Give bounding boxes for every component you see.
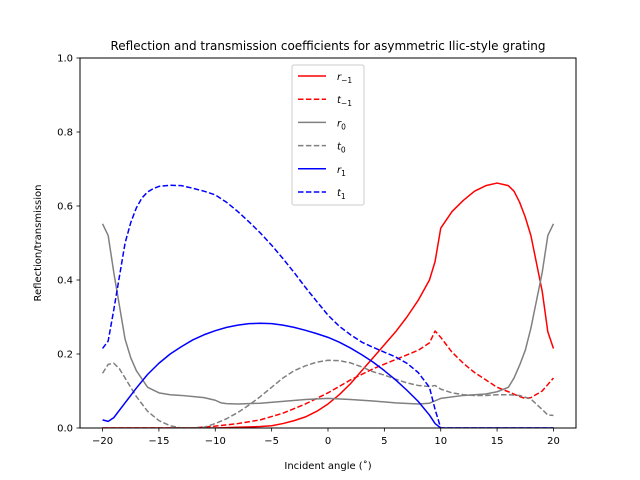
legend-label-main: t [337, 142, 342, 153]
y-tick-label: 0.4 [57, 276, 73, 287]
series-line-4 [102, 322, 554, 428]
y-axis: 0.0 0.2 0.4 0.6 0.8 1.0 [57, 54, 80, 435]
legend-label-3: t0 [337, 142, 346, 155]
y-tick-label: 0.8 [57, 128, 73, 139]
series-line-0 [102, 182, 555, 428]
legend-label-sub: 0 [341, 146, 346, 155]
y-tick-label: 1.0 [57, 54, 73, 65]
x-tick-label: −10 [205, 436, 226, 447]
y-tick-label: 0.2 [57, 350, 73, 361]
legend-label-main: t [337, 188, 342, 199]
chart-title: Reflection and transmission coefficients… [110, 39, 545, 53]
x-tick-label: 15 [491, 436, 504, 447]
series-line-3 [101, 359, 554, 428]
legend-label-sub: 1 [341, 169, 346, 178]
legend-label-0: r−1 [337, 72, 352, 85]
legend-label-main: r [337, 118, 342, 129]
series-layer [101, 182, 555, 428]
series-line-1 [102, 330, 555, 428]
x-tick-label: −15 [148, 436, 169, 447]
x-tick-label: 0 [325, 436, 331, 447]
legend-label-main: r [337, 72, 342, 83]
legend-label-4: r1 [337, 165, 346, 178]
series-line-2 [101, 223, 555, 405]
legend-label-sub: 0 [341, 122, 346, 131]
legend-frame [291, 64, 365, 206]
x-tick-label: 10 [434, 436, 447, 447]
legend-label-sub: −1 [341, 99, 352, 108]
x-tick-label: 20 [547, 436, 560, 447]
legend-label-1: t−1 [337, 95, 352, 108]
x-tick-label: −5 [264, 436, 279, 447]
legend-label-2: r0 [337, 118, 346, 131]
x-tick-label: 5 [381, 436, 387, 447]
legend-label-sub: 1 [341, 192, 346, 201]
legend-label-sub: −1 [341, 76, 352, 85]
legend-label-main: r [337, 165, 342, 176]
y-tick-label: 0.6 [57, 202, 73, 213]
legend-label-main: t [337, 95, 342, 106]
x-tick-label: −20 [92, 436, 113, 447]
y-axis-label: Reflection/transmission [33, 184, 44, 301]
x-axis-label: Incident angle (˚) [284, 460, 371, 472]
y-tick-label: 0.0 [57, 424, 73, 435]
x-axis: −20 −15 −10 −5 0 5 10 15 20 [92, 428, 560, 447]
legend-label-5: t1 [337, 188, 346, 201]
series-line-5 [101, 184, 554, 428]
